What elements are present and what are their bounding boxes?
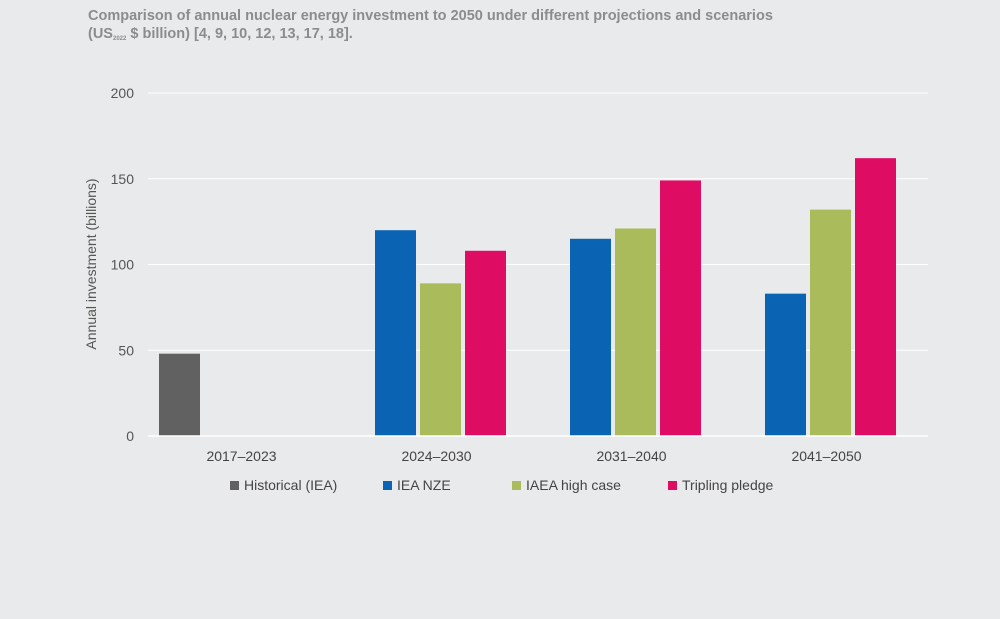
x-tick-label: 2041–2050 <box>791 448 861 464</box>
title-line-2-suffix: $ billion) [4, 9, 10, 12, 13, 17, 18]. <box>126 26 353 42</box>
title-line-2-prefix: (US <box>88 26 113 42</box>
bar-iea-nze <box>375 230 416 436</box>
y-tick-label: 50 <box>118 342 134 358</box>
legend: Historical (IEA) IEA NZE IAEA high case Tri… <box>230 477 774 493</box>
legend-swatch <box>383 481 392 490</box>
y-tick-label: 200 <box>111 85 135 101</box>
x-tick-label: 2024–2030 <box>401 448 471 464</box>
title-line-2-subscript: 2022 <box>112 36 127 42</box>
y-axis-ticks: 0 50 100 150 200 <box>111 85 135 444</box>
bar-iaea-high-case <box>420 283 461 436</box>
bar-tripling-pledge <box>465 250 506 436</box>
bars <box>159 158 896 437</box>
bar-iaea-high-case <box>810 209 851 436</box>
legend-swatch <box>230 481 239 490</box>
chart-title: Comparison of annual nuclear energy inve… <box>88 7 968 48</box>
y-tick-label: 100 <box>111 257 135 273</box>
bar-tripling-pledge <box>855 158 896 437</box>
legend-swatch <box>668 481 677 490</box>
y-tick-label: 0 <box>126 428 134 444</box>
legend-label: Tripling pledge <box>682 477 774 493</box>
title-line-1: Comparison of annual nuclear energy inve… <box>88 8 773 24</box>
legend-swatch <box>512 481 521 490</box>
y-tick-label: 150 <box>111 171 135 187</box>
y-axis-label: Annual investment (billions) <box>83 178 99 349</box>
x-axis-ticks: 2017–2023 2024–2030 2031–2040 2041–2050 <box>206 448 861 464</box>
bar-iaea-high-case <box>615 228 656 436</box>
bar-iea-nze <box>765 293 806 436</box>
legend-label: IAEA high case <box>526 477 621 493</box>
bar-tripling-pledge <box>660 180 701 436</box>
bar-iea-nze <box>570 238 611 436</box>
x-tick-label: 2017–2023 <box>206 448 276 464</box>
legend-label: Historical (IEA) <box>244 477 337 493</box>
legend-label: IEA NZE <box>397 477 451 493</box>
x-tick-label: 2031–2040 <box>596 448 666 464</box>
bar-historical-iea <box>159 353 200 436</box>
